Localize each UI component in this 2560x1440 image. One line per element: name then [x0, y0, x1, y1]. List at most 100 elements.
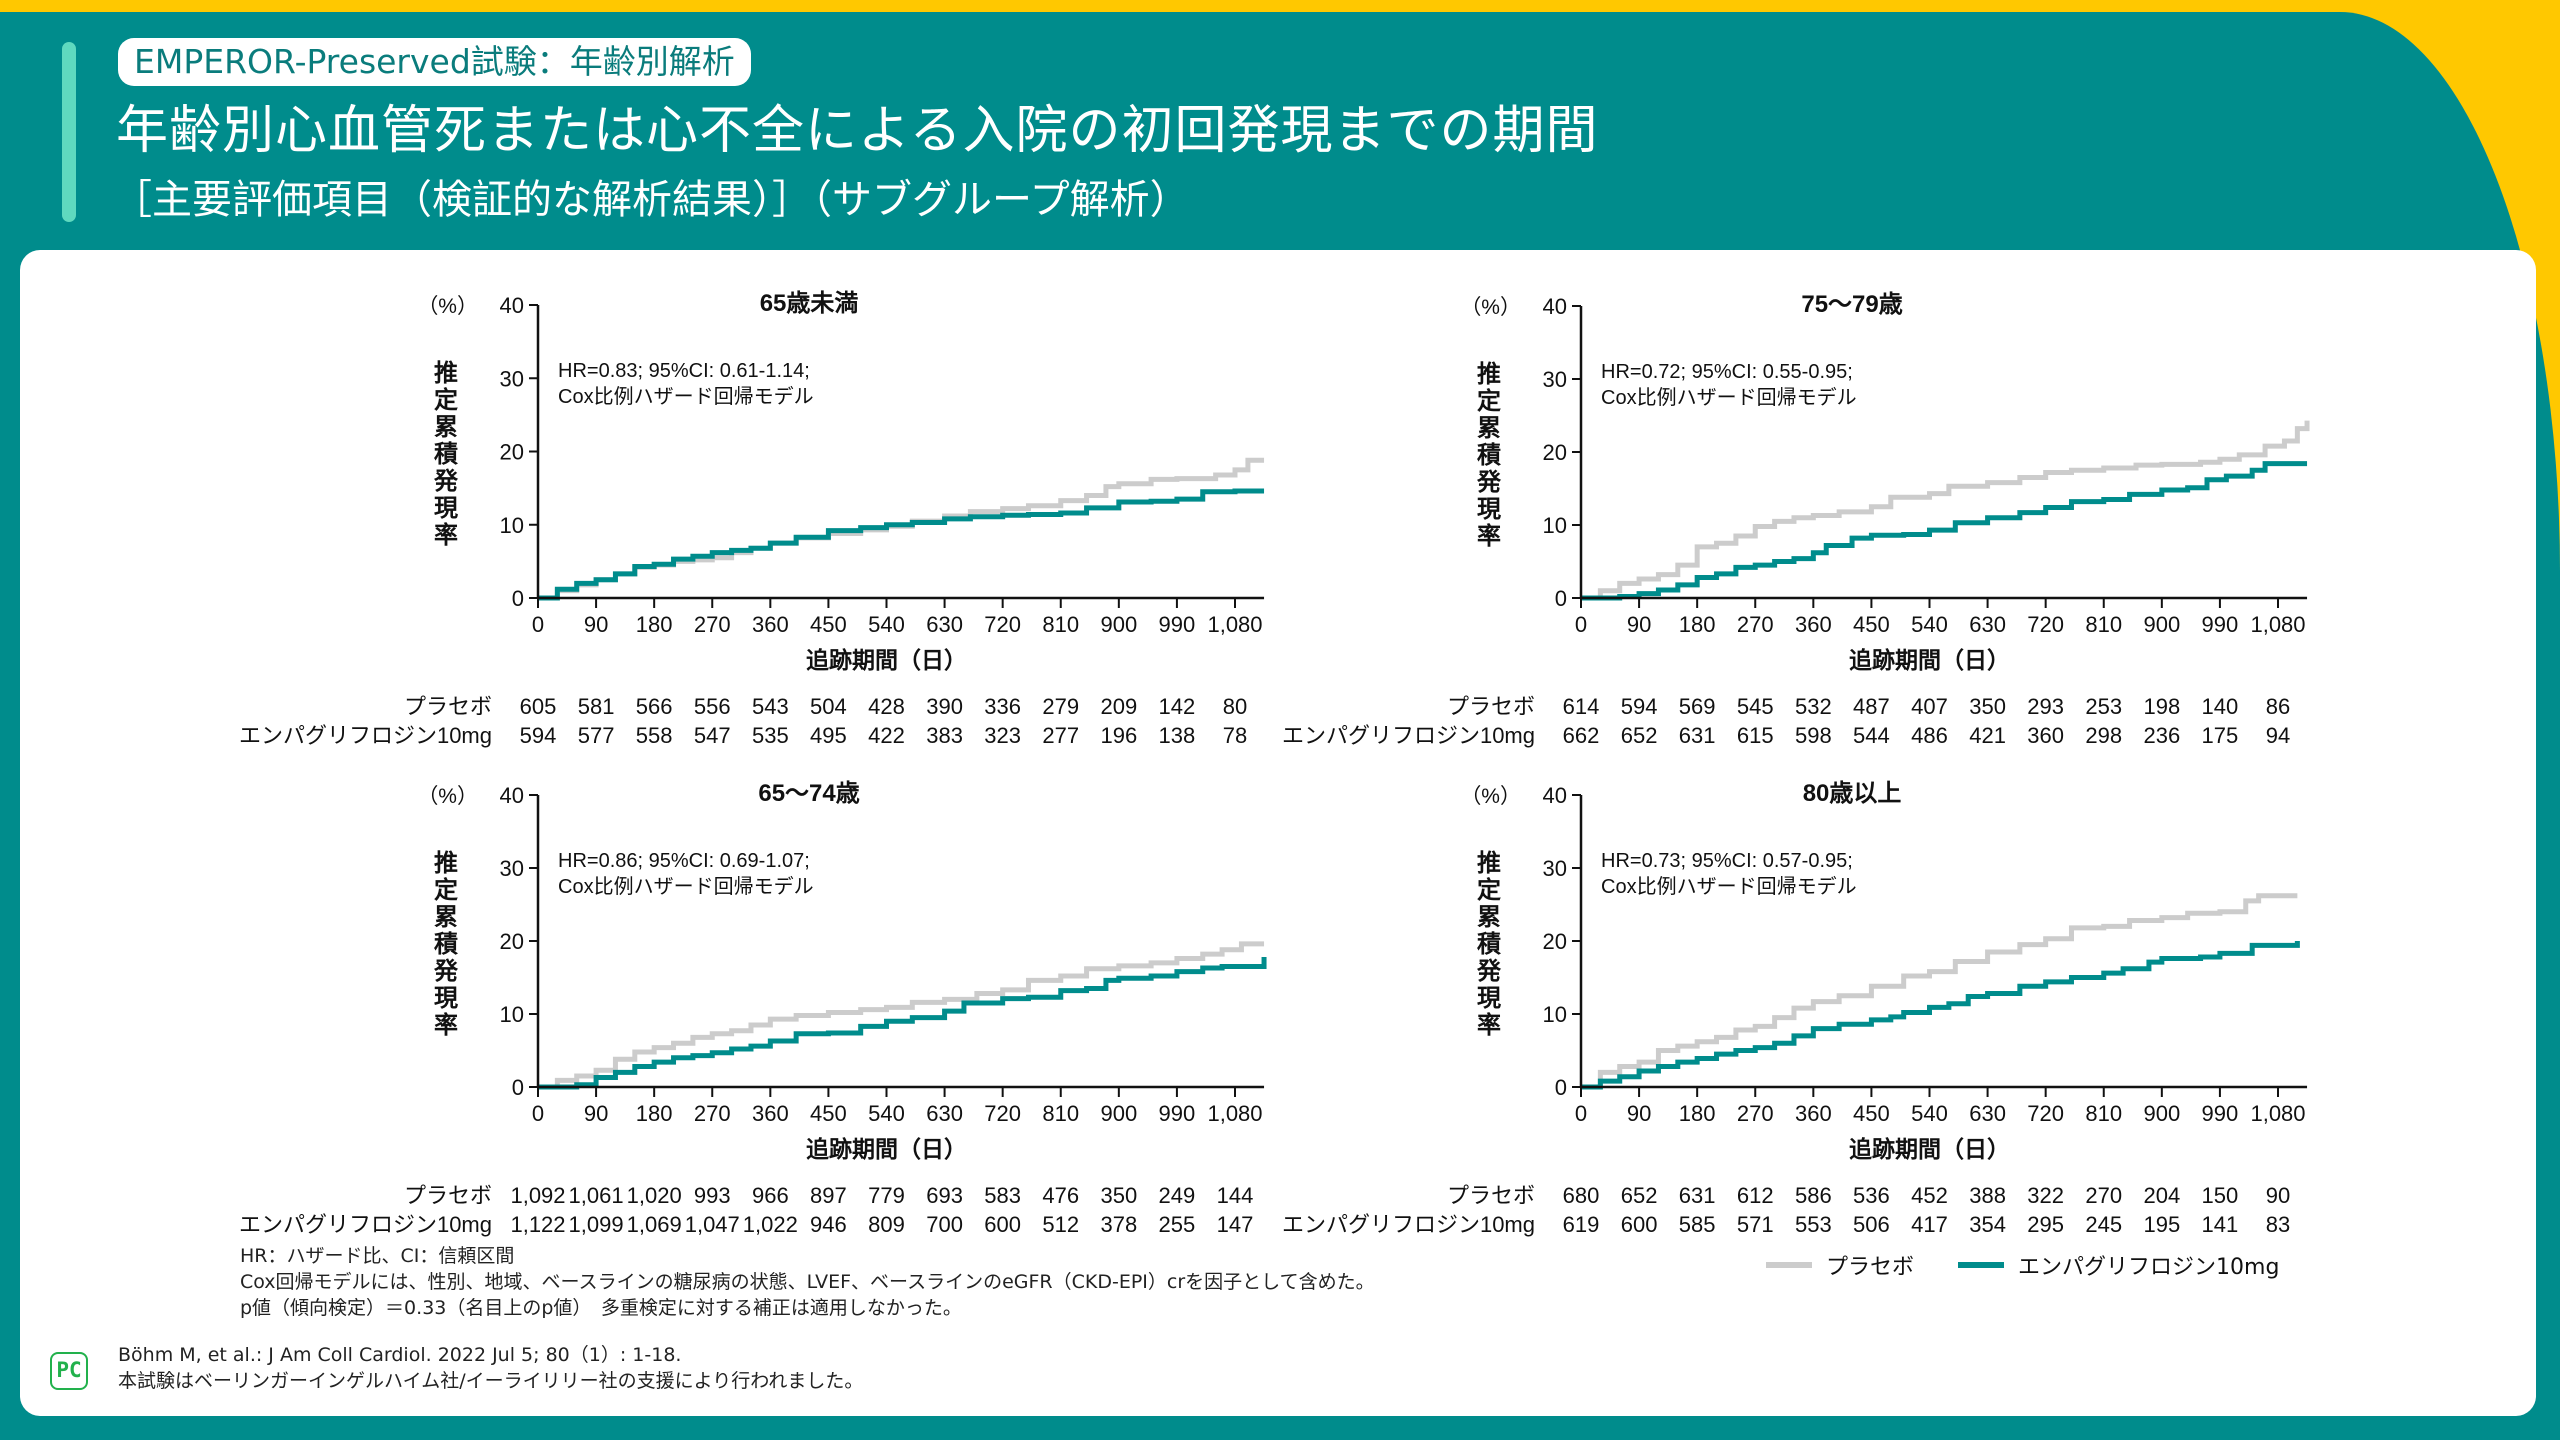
curve-empagliflozin: [1581, 941, 2300, 1090]
risk-count-placebo: 545: [1737, 694, 1774, 719]
x-tick-label: 360: [752, 1101, 789, 1126]
y-axis-label-char: 定: [434, 876, 458, 904]
risk-count-placebo: 566: [636, 694, 673, 719]
risk-count-placebo: 779: [868, 1183, 905, 1208]
x-tick-label: 360: [1795, 612, 1832, 637]
y-tick-label: 30: [1543, 367, 1567, 392]
risk-count-empagliflozin: 354: [1969, 1212, 2006, 1237]
x-tick-label: 630: [1969, 1101, 2006, 1126]
risk-count-placebo: 1,061: [569, 1183, 624, 1208]
risk-count-empagliflozin: 547: [694, 723, 731, 748]
x-axis-label: 追跡期間（日）: [806, 647, 967, 673]
chart-title: 75〜79歳: [1801, 290, 1902, 318]
legend-label-placebo: プラセボ: [1826, 1255, 1915, 1280]
y-axis-label-char: 現: [434, 985, 458, 1012]
chart-title: 65歳未満: [760, 289, 859, 317]
x-tick-label: 450: [810, 1101, 847, 1126]
risk-count-empagliflozin: 1,122: [510, 1212, 565, 1237]
x-tick-label: 0: [532, 1101, 544, 1126]
y-tick-label: 0: [1555, 586, 1567, 611]
x-tick-label: 720: [984, 1101, 1021, 1126]
risk-count-placebo: 583: [984, 1183, 1021, 1208]
y-axis-label-char: 発: [433, 957, 459, 985]
risk-count-empagliflozin: 255: [1159, 1212, 1196, 1237]
risk-count-placebo: 204: [2143, 1183, 2180, 1208]
risk-count-empagliflozin: 600: [984, 1212, 1021, 1237]
y-axis-label-char: 積: [1477, 931, 1501, 958]
risk-count-empagliflozin: 175: [2202, 723, 2239, 748]
risk-row-label-placebo: プラセボ: [404, 1183, 492, 1208]
chart-title: 65〜74歳: [758, 779, 859, 807]
risk-count-placebo: 428: [868, 694, 905, 719]
risk-count-placebo: 631: [1679, 1183, 1716, 1208]
risk-count-placebo: 293: [2027, 694, 2064, 719]
y-axis-label-char: 累: [434, 414, 458, 441]
x-tick-label: 270: [1737, 1101, 1774, 1126]
risk-count-placebo: 652: [1621, 1183, 1658, 1208]
references: Böhm M, et al.: J Am Coll Cardiol. 2022 …: [118, 1342, 863, 1394]
risk-count-placebo: 249: [1159, 1183, 1196, 1208]
risk-count-placebo: 680: [1563, 1183, 1600, 1208]
risk-count-placebo: 322: [2027, 1183, 2064, 1208]
y-tick-label: 0: [1555, 1075, 1567, 1100]
x-tick-label: 900: [1100, 1101, 1137, 1126]
x-tick-label: 0: [1575, 612, 1587, 637]
hr-annotation-line: Cox比例ハザード回帰モデル: [1601, 875, 1857, 898]
risk-count-empagliflozin: 94: [2266, 723, 2290, 748]
footnotes: HR：ハザード比、CI：信頼区間 Cox回帰モデルには、性別、地域、ベースライン…: [240, 1243, 1375, 1321]
y-tick-label: 40: [1543, 783, 1567, 808]
risk-count-placebo: 532: [1795, 694, 1832, 719]
page-subtitle: ［主要評価項目（検証的な解析結果）］（サブグループ解析）: [112, 177, 1190, 223]
risk-count-placebo: 407: [1911, 694, 1948, 719]
risk-count-placebo: 80: [1223, 694, 1247, 719]
x-tick-label: 720: [2027, 612, 2064, 637]
y-axis-label-char: 現: [434, 495, 458, 522]
risk-count-placebo: 140: [2202, 694, 2239, 719]
x-tick-label: 270: [694, 1101, 731, 1126]
y-axis-label-char: 推: [1477, 361, 1501, 388]
y-tick-label: 30: [500, 366, 524, 391]
risk-count-placebo: 693: [926, 1183, 963, 1208]
risk-count-placebo: 350: [1969, 694, 2006, 719]
x-tick-label: 630: [1969, 612, 2006, 637]
y-axis-label-char: 積: [434, 931, 458, 958]
risk-count-empagliflozin: 598: [1795, 723, 1832, 748]
y-axis-label-char: 率: [434, 521, 458, 549]
pc-logo-icon: PC: [50, 1352, 88, 1390]
risk-row-label-empagliflozin: エンパグリフロジン10mg: [239, 1212, 492, 1237]
risk-count-empagliflozin: 422: [868, 723, 905, 748]
y-axis-label-char: 定: [1477, 387, 1501, 415]
y-unit-label: （%）: [417, 295, 478, 318]
risk-count-empagliflozin: 277: [1042, 723, 1079, 748]
risk-count-empagliflozin: 486: [1911, 723, 1948, 748]
risk-count-empagliflozin: 236: [2143, 723, 2180, 748]
footnote-cox-model: Cox回帰モデルには、性別、地域、ベースラインの糖尿病の状態、LVEF、ベースラ…: [240, 1271, 1375, 1293]
y-tick-label: 40: [1543, 294, 1567, 319]
legend-item-placebo: プラセボ: [1766, 1249, 1914, 1281]
risk-row-label-placebo: プラセボ: [1447, 1183, 1535, 1208]
risk-count-empagliflozin: 506: [1853, 1212, 1890, 1237]
y-axis-label-char: 累: [1477, 904, 1501, 931]
y-unit-label: （%）: [417, 785, 478, 808]
x-tick-label: 540: [868, 1101, 905, 1126]
x-tick-label: 990: [2202, 612, 2239, 637]
risk-count-empagliflozin: 512: [1042, 1212, 1079, 1237]
y-axis-label-char: 推: [434, 360, 458, 387]
x-axis-label: 追跡期間（日）: [1849, 647, 2010, 673]
x-tick-label: 180: [1679, 1101, 1716, 1126]
y-axis-label-char: 現: [1477, 985, 1501, 1012]
x-tick-label: 270: [1737, 612, 1774, 637]
y-axis-label-char: 累: [1477, 415, 1501, 442]
risk-count-empagliflozin: 1,069: [627, 1212, 682, 1237]
hr-annotation-line: Cox比例ハザード回帰モデル: [558, 385, 814, 408]
curve-empagliflozin: [538, 488, 1265, 601]
risk-count-placebo: 336: [984, 694, 1021, 719]
risk-count-empagliflozin: 417: [1911, 1212, 1948, 1237]
risk-count-empagliflozin: 544: [1853, 723, 1890, 748]
x-tick-label: 720: [984, 612, 1021, 637]
content-card: [20, 250, 2536, 1416]
x-tick-label: 1,080: [2250, 612, 2305, 637]
risk-count-empagliflozin: 600: [1621, 1212, 1658, 1237]
x-tick-label: 1,080: [2250, 1101, 2305, 1126]
